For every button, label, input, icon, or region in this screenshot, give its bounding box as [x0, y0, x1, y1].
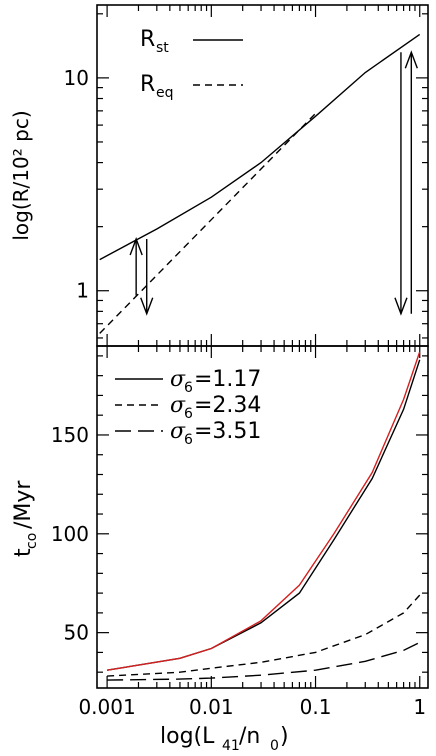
legend-label: R: [140, 27, 155, 52]
legend-label: =1.17: [194, 367, 261, 392]
x-tick-label: 0.1: [300, 695, 332, 719]
legend-sigma: σ: [170, 393, 186, 418]
y-axis-label-unit: /Myr: [11, 480, 36, 529]
y-axis-label-sub: co: [24, 533, 40, 549]
legend-label: =3.51: [194, 419, 261, 444]
legend-sigma: σ: [170, 419, 186, 444]
y-tick-label: 50: [64, 621, 89, 645]
y-tick-label: 1: [76, 279, 89, 303]
x-tick-label: 0.001: [78, 695, 135, 719]
legend-label-sub: eq: [156, 85, 174, 101]
legend-sigma-sub: 6: [184, 432, 193, 448]
x-axis-label: log(L 41/n 0): [160, 724, 289, 754]
x-tick-label: 0.01: [189, 695, 234, 719]
top-panel: 1 10 log(R/10² pc) R stR eq: [9, 4, 429, 347]
x-axis-label-end: ): [280, 724, 289, 749]
series-line-3: [107, 641, 421, 681]
x-tick-label: 1: [413, 695, 426, 719]
y-axis-label: log(R/10² pc): [9, 110, 33, 240]
arrow-head: [129, 237, 143, 256]
legend-sigma-sub: 6: [184, 380, 193, 396]
legend-label: =2.34: [194, 393, 261, 418]
y-axis-label-main: t: [11, 548, 36, 557]
y-tick-label: 10: [64, 66, 89, 90]
y-tick-label: 100: [51, 522, 89, 546]
y-axis-label: tco/Myr: [11, 480, 40, 557]
y-tick-label: 150: [51, 423, 89, 447]
series-line-r-st: [99, 33, 421, 261]
arrow-head: [394, 297, 408, 316]
arrow-head: [404, 50, 418, 69]
legend-sigma: σ: [170, 367, 186, 392]
series-line-r-eq: [99, 113, 316, 334]
x-axis-label-mid: /n: [239, 724, 260, 749]
series-line-1: [106, 351, 421, 671]
x-axis-label-sub2: 0: [270, 738, 279, 754]
arrow-head: [140, 297, 154, 316]
x-axis-label-main: log(L: [160, 724, 215, 749]
series-line-0: [106, 359, 421, 671]
x-axis-label-sub1: 41: [222, 738, 240, 754]
legend-label: R: [140, 72, 155, 97]
bottom-plot-frame: [96, 345, 429, 689]
legend-sigma-sub: 6: [184, 406, 193, 422]
series-line-2: [107, 594, 421, 677]
legend-label-sub: st: [156, 40, 169, 56]
